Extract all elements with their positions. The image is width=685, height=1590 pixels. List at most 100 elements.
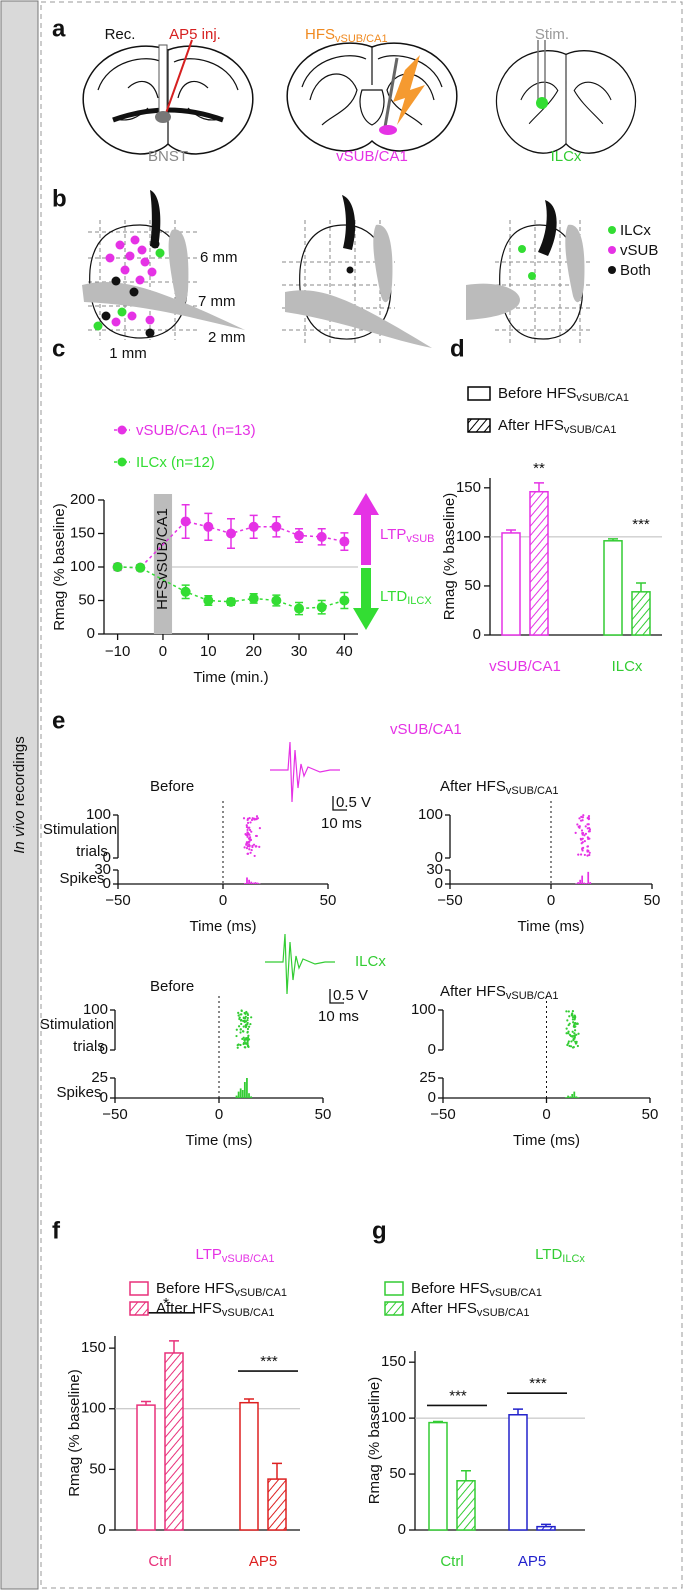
raster-dot (565, 1027, 568, 1030)
legend-dot (608, 266, 616, 274)
raster-dot (253, 854, 256, 858)
series-line (117, 520, 345, 569)
legend-dot (608, 226, 616, 234)
hfs-band (153, 494, 173, 634)
raster-dot (579, 853, 583, 856)
raster-dot (566, 1019, 569, 1022)
y-tick-label: 0 (473, 626, 481, 643)
label: HFSvSUB/CA1 (305, 26, 388, 45)
hist-bar (250, 881, 253, 884)
x-tick-label: 0 (547, 892, 555, 909)
x-tick-label: −50 (437, 892, 462, 909)
raster-dot (568, 1015, 571, 1018)
y-axis-label: trials (73, 1038, 105, 1055)
raster-dot (584, 825, 587, 828)
error-bar (461, 1469, 471, 1481)
depth-label: 6 mm (200, 249, 238, 266)
y-tick-label: 25 (419, 1069, 436, 1086)
y-axis-label: Stimulation (43, 821, 117, 838)
ltd-label-sub: ILCX (407, 595, 432, 607)
legend-label: After HFSvSUB/CA1 (156, 1300, 274, 1319)
raster-y-tick-label: 0 (435, 849, 443, 866)
raster-dot (249, 836, 252, 839)
region-label: ILCx (355, 953, 386, 970)
raster-dot (588, 851, 591, 854)
y-tick-label: 100 (81, 1400, 106, 1417)
point (226, 528, 236, 539)
y-tick-label: 0 (398, 1521, 406, 1538)
raster-dot (244, 1046, 247, 1049)
hist-bar (567, 1095, 569, 1098)
x-tick-label: 30 (291, 643, 308, 660)
error-bar (534, 482, 544, 492)
raster-dot (246, 828, 249, 832)
raster-dot (242, 1036, 245, 1039)
raster-dot (249, 821, 252, 824)
raster-dot (570, 1040, 573, 1043)
x-tick-label: 0 (215, 1106, 223, 1123)
raster-dot (575, 1042, 578, 1045)
point (316, 531, 327, 542)
chart-title-sub: ILCx (562, 1253, 585, 1265)
legend-swatch (384, 1281, 404, 1296)
side-label-rest: recordings (11, 736, 28, 810)
bnst-site (155, 111, 171, 123)
side-label: In vivo recordings (11, 736, 28, 854)
raster-dot (246, 852, 250, 855)
legend-dot (117, 457, 127, 467)
point (248, 593, 259, 604)
ltp-arrow (353, 493, 379, 565)
y-tick-label: 30 (94, 861, 111, 878)
bar (536, 1525, 556, 1531)
y-axis-label: Stimulation (40, 1016, 114, 1033)
x-axis-label: Time (ms) (186, 1132, 253, 1149)
panel-title-sub: vSUB/CA1 (506, 785, 559, 797)
ltp-label: LTPvSUB (380, 526, 435, 545)
raster-dot (246, 1013, 250, 1017)
vsub-site (379, 125, 397, 135)
ltd-label-main: LTD (380, 588, 407, 605)
significance: *** (260, 1353, 278, 1370)
raster-dot (578, 825, 581, 828)
legend-swatch (384, 1301, 404, 1316)
raster-dot (239, 1013, 242, 1016)
panel-letter: a (52, 15, 66, 42)
raster-dot (574, 831, 577, 834)
y-tick-label: 150 (381, 1353, 406, 1370)
raster-dot (567, 1042, 570, 1045)
panel-letter: b (52, 185, 67, 212)
bar (164, 1352, 184, 1531)
raster-dot (587, 823, 590, 826)
raster-dot (587, 849, 590, 853)
hist-bar (575, 1096, 578, 1098)
panel-title: Before (150, 778, 194, 795)
raster-dot (255, 834, 258, 838)
raster-dot (248, 828, 252, 832)
legend-swatch (129, 1281, 149, 1296)
raster-y-tick-label: 100 (411, 1001, 436, 1018)
raster-dot (247, 1034, 250, 1037)
electrode (158, 44, 168, 116)
label-main: HFS (305, 26, 335, 43)
hist-bar (256, 882, 259, 884)
raster-dot (248, 817, 251, 820)
hist-bar (248, 1093, 250, 1098)
x-tick-label: 50 (320, 892, 337, 909)
hist-bar (579, 879, 581, 884)
raster-dot (571, 1030, 574, 1033)
hist-bar (237, 1091, 240, 1098)
x-tick-label: 0 (219, 892, 227, 909)
hist-bar (577, 882, 579, 884)
label: AP5 inj. (169, 26, 221, 43)
raster-dot (245, 824, 248, 827)
bar (529, 490, 549, 636)
raster-dot (572, 1037, 576, 1040)
section-map (82, 190, 245, 340)
point (203, 595, 214, 606)
raster-dot (586, 827, 589, 830)
raster-y-tick-label: 100 (418, 806, 443, 823)
raster-dot (578, 826, 581, 829)
label: BNST (148, 148, 188, 165)
legend-dot (117, 425, 127, 435)
